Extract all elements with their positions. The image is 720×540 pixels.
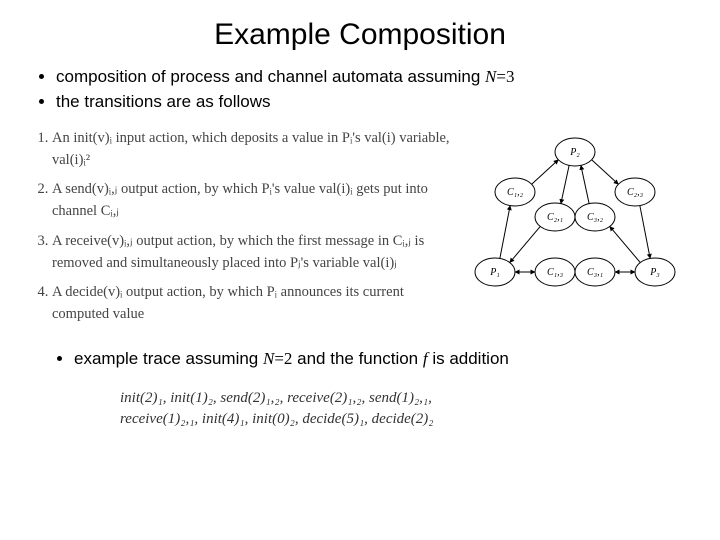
trace-line-2: receive(1)₂,₁, init(4)₁, init(0)₂, decid…: [120, 409, 690, 430]
transition-3: A receive(v)ᵢ,ⱼ output action, by which …: [52, 231, 450, 275]
bb-var: N: [263, 349, 274, 368]
svg-text:P₁: P₁: [489, 267, 500, 278]
svg-text:C₃,₂: C₃,₂: [587, 212, 604, 223]
trace-line-1: init(2)₁, init(1)₂, send(2)₁,₂, receive(…: [120, 388, 690, 409]
transition-2: A send(v)ᵢ,ⱼ output action, by which Pᵢ'…: [52, 179, 450, 223]
bullet-1: composition of process and channel autom…: [56, 66, 690, 89]
bb-prefix: example trace assuming: [74, 349, 263, 368]
example-trace: init(2)₁, init(1)₂, send(2)₁,₂, receive(…: [120, 388, 690, 430]
diagram-svg: P₂ C₁,₂ C₂,₁ C₃,₂ C₂,₃ P₁ C₁,₃ C₃,₁ P₃: [460, 122, 690, 322]
svg-text:C₂,₃: C₂,₃: [627, 187, 644, 198]
bullet-1-var: N: [485, 67, 496, 86]
transition-4: A decide(v)ᵢ output action, by which Pᵢ …: [52, 282, 450, 326]
transition-1: An init(v)ᵢ input action, which deposits…: [52, 128, 450, 172]
bullet-2-text: the transitions are as follows: [56, 92, 271, 111]
svg-text:P₃: P₃: [649, 267, 660, 278]
bottom-bullets: example trace assuming N=2 and the funct…: [30, 348, 690, 371]
bottom-bullet-1: example trace assuming N=2 and the funct…: [74, 348, 690, 371]
svg-text:C₂,₁: C₂,₁: [547, 212, 563, 223]
bullet-2: the transitions are as follows: [56, 91, 690, 114]
bb-val: =2: [274, 349, 292, 368]
bb-suffix: is addition: [428, 349, 509, 368]
svg-text:P₂: P₂: [569, 147, 580, 158]
bullet-1-val: =3: [496, 67, 514, 86]
bb-mid: and the function: [292, 349, 422, 368]
svg-text:C₁,₃: C₁,₃: [547, 267, 564, 278]
automata-diagram: P₂ C₁,₂ C₂,₁ C₃,₂ C₂,₃ P₁ C₁,₃ C₃,₁ P₃: [460, 122, 690, 322]
bullet-1-text: composition of process and channel autom…: [56, 67, 485, 86]
transitions-list: An init(v)ᵢ input action, which deposits…: [30, 128, 450, 326]
svg-text:C₁,₂: C₁,₂: [507, 187, 524, 198]
page-title: Example Composition: [30, 18, 690, 52]
svg-text:C₃,₁: C₃,₁: [587, 267, 603, 278]
top-bullets: composition of process and channel autom…: [30, 66, 690, 114]
